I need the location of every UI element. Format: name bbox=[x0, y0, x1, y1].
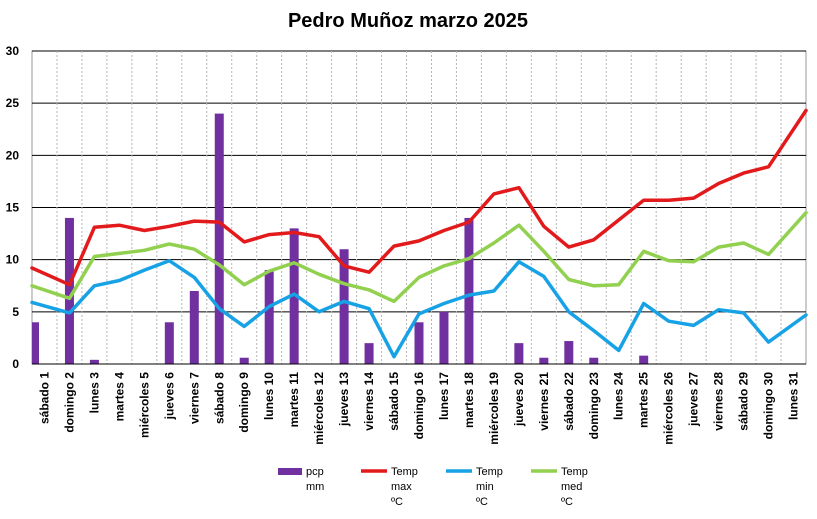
bar bbox=[264, 270, 274, 364]
bar bbox=[164, 322, 174, 364]
x-tick-label: lunes 3 bbox=[87, 372, 101, 414]
x-tick-label: martes 4 bbox=[112, 372, 126, 422]
x-tick-label: sábado 29 bbox=[737, 372, 751, 431]
legend-label: mm bbox=[306, 481, 324, 493]
legend-label: min bbox=[476, 481, 494, 493]
x-tick-label: jueves 27 bbox=[687, 372, 701, 427]
series-line bbox=[30, 210, 808, 304]
bar bbox=[439, 311, 449, 364]
axes: 0 5 10 15 20 25 30 sábado 1 domingo 2 lunes 3 mart… bbox=[6, 44, 806, 445]
x-tick-label: martes 11 bbox=[287, 372, 301, 428]
x-tick-label: jueves 6 bbox=[162, 372, 176, 421]
chart-title: Pedro Muñoz marzo 2025 bbox=[288, 10, 528, 32]
bar bbox=[64, 217, 74, 364]
x-tick-label: domingo 30 bbox=[762, 372, 776, 440]
x-tick-label: sábado 1 bbox=[37, 372, 51, 424]
legend-label: Temp bbox=[561, 466, 588, 478]
bar bbox=[564, 341, 574, 364]
x-tick-label: viernes 28 bbox=[712, 372, 726, 431]
y-tick-label: 15 bbox=[6, 201, 20, 215]
x-tick-label: lunes 24 bbox=[612, 372, 626, 420]
x-tick-label: sábado 15 bbox=[387, 372, 401, 431]
y-tick-label: 20 bbox=[6, 148, 20, 162]
bar bbox=[589, 357, 599, 364]
bar bbox=[339, 249, 349, 364]
series-line bbox=[30, 258, 808, 359]
bar bbox=[464, 217, 474, 364]
x-tick-label: domingo 23 bbox=[587, 372, 601, 440]
y-tick-label: 25 bbox=[6, 96, 20, 110]
x-tick-label: lunes 31 bbox=[787, 372, 801, 420]
bar bbox=[514, 343, 524, 364]
x-tick-label: martes 18 bbox=[462, 372, 476, 428]
bar bbox=[32, 322, 39, 364]
y-tick-label: 0 bbox=[12, 357, 19, 371]
bar bbox=[239, 357, 249, 364]
x-tick-label: viernes 14 bbox=[362, 372, 376, 431]
lines bbox=[30, 108, 808, 359]
x-tick-label: viernes 21 bbox=[537, 372, 551, 431]
legend-label: Temp bbox=[391, 466, 418, 478]
x-tick-label: lunes 17 bbox=[437, 372, 451, 420]
bar bbox=[89, 359, 99, 364]
legend-label: max bbox=[391, 481, 412, 493]
x-tick-label: viernes 7 bbox=[187, 372, 201, 424]
x-tick-label: miércoles 12 bbox=[312, 372, 326, 445]
x-tick-label: sábado 8 bbox=[212, 372, 226, 424]
x-tick-label: miércoles 5 bbox=[137, 372, 151, 438]
legend-label: med bbox=[561, 481, 582, 493]
legend-label: ºC bbox=[561, 496, 573, 508]
bar bbox=[414, 322, 424, 364]
legend-swatch bbox=[278, 468, 302, 475]
bar bbox=[189, 290, 199, 364]
x-tick-label: miércoles 26 bbox=[662, 372, 676, 445]
x-tick-label: domingo 16 bbox=[412, 372, 426, 440]
bar bbox=[214, 113, 224, 364]
x-tick-label: sábado 22 bbox=[562, 372, 576, 431]
x-tick-label: jueves 13 bbox=[337, 372, 351, 427]
grid bbox=[31, 50, 807, 365]
x-tick-label: domingo 9 bbox=[237, 372, 251, 433]
y-tick-label: 5 bbox=[12, 305, 19, 319]
bar bbox=[364, 343, 374, 364]
legend-label: Temp bbox=[476, 466, 503, 478]
legend-label: ºC bbox=[476, 496, 488, 508]
x-tick-label: jueves 20 bbox=[512, 372, 526, 427]
x-tick-label: martes 25 bbox=[637, 372, 651, 428]
y-tick-label: 30 bbox=[6, 44, 20, 58]
x-tick-label: lunes 10 bbox=[262, 372, 276, 420]
legend-label: pcp bbox=[306, 466, 324, 478]
x-tick-label: miércoles 19 bbox=[487, 372, 501, 445]
y-tick-label: 10 bbox=[6, 253, 20, 267]
bar bbox=[539, 357, 549, 364]
x-tick-label: domingo 2 bbox=[62, 372, 76, 433]
legend-label: ºC bbox=[391, 496, 403, 508]
legend: pcp mm Temp max ºC Temp min ºC Temp med ºC bbox=[278, 466, 588, 508]
series-line bbox=[30, 108, 808, 287]
bars bbox=[32, 113, 649, 364]
bar bbox=[639, 355, 649, 364]
